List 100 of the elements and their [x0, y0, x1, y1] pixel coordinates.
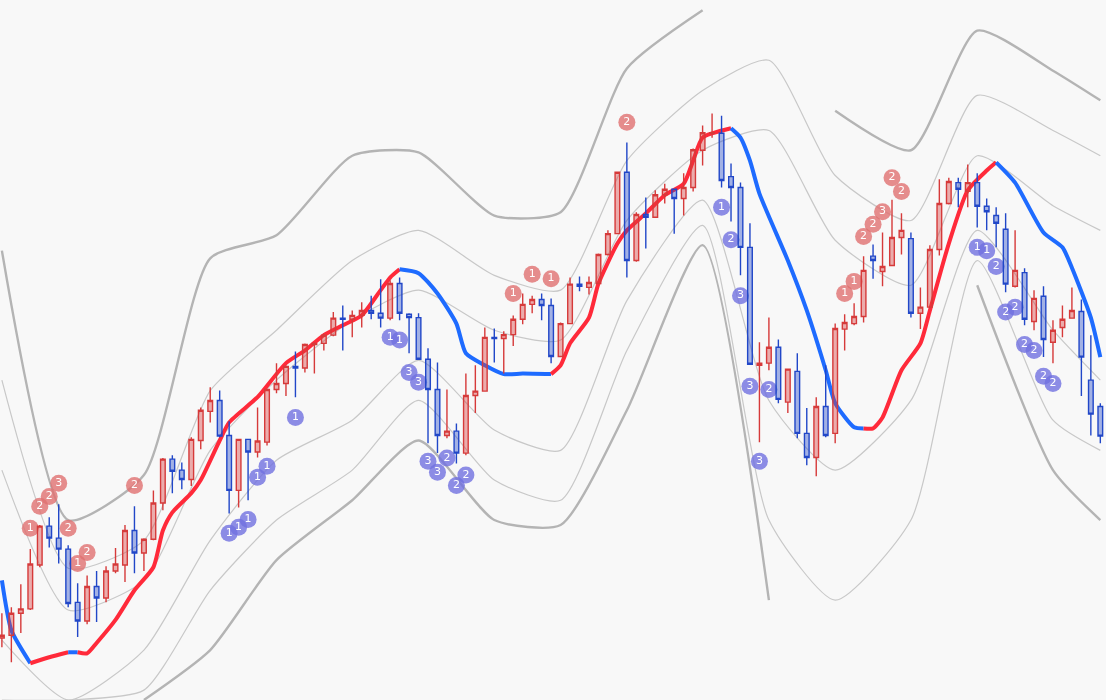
candlestick	[548, 297, 555, 364]
candlestick	[349, 309, 356, 339]
series-label: 1	[850, 274, 858, 288]
candlestick	[264, 388, 271, 447]
candlestick	[292, 350, 299, 398]
candlestick	[178, 461, 185, 491]
candlestick	[112, 547, 119, 574]
candlestick	[879, 231, 886, 288]
candlestick	[472, 364, 479, 414]
candlestick	[1068, 286, 1075, 319]
candlestick	[93, 570, 100, 623]
candlestick	[661, 183, 668, 205]
text: 1	[528, 267, 536, 280]
text: 1	[973, 240, 981, 254]
candlestick	[964, 163, 971, 209]
text: 3	[55, 476, 63, 490]
candlestick	[1078, 298, 1085, 397]
candlestick	[453, 422, 460, 465]
candlestick	[1040, 285, 1047, 358]
text: 2	[64, 521, 72, 535]
candlestick	[614, 170, 621, 235]
candlestick	[1097, 402, 1104, 444]
candlestick	[0, 612, 5, 649]
text: 1	[291, 410, 299, 424]
candlestick	[320, 332, 327, 352]
text: 2	[1002, 304, 1010, 318]
candlestick	[1012, 229, 1019, 289]
candlestick	[330, 311, 337, 337]
candlestick	[121, 524, 129, 583]
candlestick	[993, 206, 1000, 249]
candlestick	[775, 338, 782, 404]
candlestick	[671, 187, 678, 235]
candlestick	[519, 292, 526, 325]
text: 2	[36, 499, 44, 513]
candlestick	[718, 114, 725, 189]
candlestick	[633, 211, 640, 263]
candlestick	[585, 275, 592, 296]
candlestick	[254, 406, 261, 459]
candlestick	[216, 389, 223, 438]
candlestick	[803, 407, 810, 466]
candlestick	[282, 364, 289, 397]
candlestick	[926, 244, 933, 309]
text: 3	[736, 288, 744, 302]
candlestick	[169, 454, 176, 494]
text: 2	[1021, 337, 1029, 351]
candlestick	[538, 292, 545, 322]
text: 1	[254, 470, 262, 483]
text: 2	[45, 489, 53, 503]
candlestick	[339, 304, 346, 352]
candlestick	[46, 516, 53, 549]
candlestick	[311, 341, 318, 375]
candlestick	[699, 124, 706, 167]
text: 2	[130, 478, 138, 492]
candlestick	[1087, 334, 1094, 437]
candlestick	[65, 544, 72, 608]
candlestick	[103, 565, 110, 604]
candlestick	[576, 275, 583, 292]
candlestick	[443, 388, 450, 439]
text: 2	[765, 382, 773, 396]
candlestick	[1059, 304, 1066, 339]
candlestick	[207, 386, 214, 424]
text: 1	[74, 556, 82, 570]
text: 2	[888, 170, 896, 184]
candlestick	[1031, 289, 1038, 331]
text: 3	[433, 465, 441, 479]
text: 3	[424, 454, 432, 468]
candlestick	[709, 112, 716, 139]
text: 2	[452, 478, 460, 492]
series-label: 3	[415, 375, 423, 389]
series-label: 2	[1011, 299, 1019, 313]
candlestick	[188, 436, 195, 487]
text: 2	[83, 545, 91, 559]
candlestick	[235, 438, 242, 509]
candlestick	[84, 574, 91, 625]
candlestick	[604, 229, 611, 257]
text: 1	[547, 271, 555, 285]
candlestick	[557, 321, 564, 358]
candlestick	[690, 147, 697, 193]
candlestick	[822, 364, 829, 438]
candlestick	[140, 537, 147, 572]
candlestick	[567, 276, 574, 325]
candlestick	[368, 294, 375, 320]
candlestick	[377, 278, 384, 329]
candlestick	[794, 352, 801, 439]
text: 1	[841, 286, 849, 300]
candlestick	[652, 189, 659, 218]
text: 2	[1049, 376, 1057, 390]
candlestick	[245, 438, 252, 501]
candlestick	[595, 252, 602, 285]
candlestick	[888, 198, 896, 267]
candlestick	[870, 243, 877, 280]
candlestick	[917, 286, 924, 330]
candlestick	[36, 524, 43, 568]
text: 2	[1040, 369, 1047, 383]
candlestick	[273, 362, 280, 394]
candlestick	[1021, 267, 1028, 326]
candlestick	[424, 347, 432, 444]
candlestick	[500, 330, 507, 375]
text: 1	[225, 525, 233, 539]
candlestick	[226, 420, 233, 515]
